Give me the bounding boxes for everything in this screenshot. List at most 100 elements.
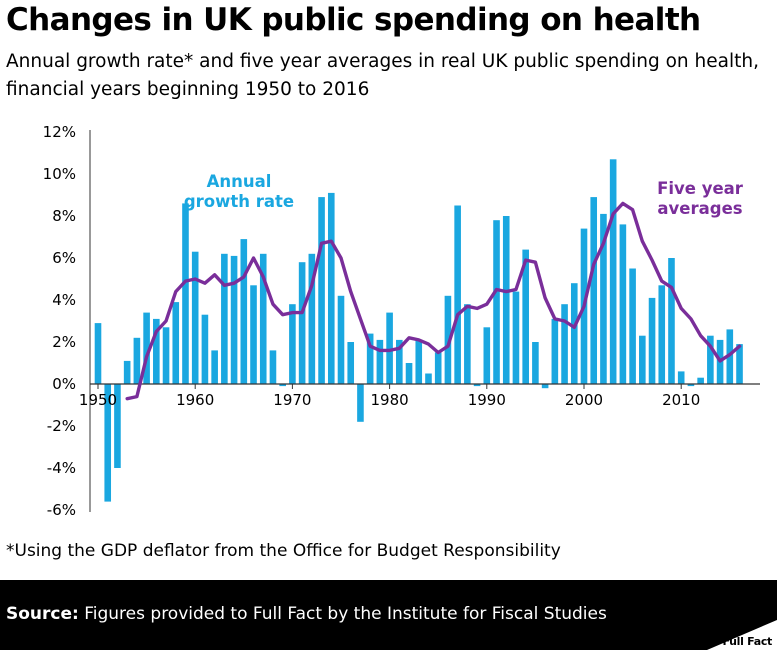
bar [327, 192, 335, 384]
bar [532, 342, 539, 384]
bar [629, 268, 636, 384]
bar [143, 312, 150, 384]
series-label-line: Annual [207, 172, 272, 191]
bar [483, 327, 491, 384]
bar [609, 159, 617, 384]
bar [123, 360, 131, 384]
bar [668, 258, 675, 384]
series-label-annual: Annual growth rate [184, 172, 294, 211]
bar [240, 239, 248, 384]
bar [366, 333, 374, 384]
bar [522, 249, 529, 384]
y-tick-label: 0% [52, 375, 76, 393]
bar [347, 342, 355, 384]
x-tick-label: 2010 [662, 391, 700, 409]
y-tick-label: 12% [43, 123, 76, 141]
bar [493, 220, 500, 384]
bar [386, 312, 393, 384]
bar [230, 255, 238, 384]
y-tick-label: 4% [52, 291, 76, 309]
full-fact-logo: Full Fact [707, 620, 777, 650]
x-tick-label: 1990 [468, 391, 506, 409]
y-tick-label: 6% [52, 249, 76, 267]
series-label-line: growth rate [184, 192, 294, 211]
bar [153, 318, 160, 384]
x-tick-label: 1970 [273, 391, 311, 409]
bar [172, 302, 180, 384]
bar [677, 371, 685, 384]
bar [259, 253, 267, 384]
bar [726, 329, 734, 384]
chart-subtitle: Annual growth rate* and five year averag… [6, 51, 759, 100]
y-tick-label: -2% [47, 417, 76, 435]
bar [289, 304, 296, 384]
x-tick-label: 1980 [371, 391, 409, 409]
bar [357, 384, 364, 422]
bar [211, 350, 218, 384]
source-label: Source: [6, 604, 79, 624]
bar [600, 213, 607, 384]
bar [619, 224, 627, 384]
bar [250, 285, 257, 384]
bar [736, 344, 743, 384]
bar [279, 384, 286, 387]
bar [201, 314, 209, 384]
logo-triangle-icon [707, 620, 777, 650]
x-tick-label: 1950 [79, 391, 117, 409]
bar [434, 352, 442, 384]
bar [396, 339, 403, 384]
bar [221, 253, 228, 384]
bar [590, 197, 598, 384]
five-year-average-line [125, 201, 742, 401]
bar [561, 304, 568, 384]
bar [639, 335, 646, 384]
bar [318, 197, 325, 384]
bar [191, 251, 199, 384]
bar [502, 216, 510, 384]
footer: Source: Figures provided to Full Fact by… [0, 580, 777, 650]
bar [298, 262, 306, 384]
source-line: Source: Figures provided to Full Fact by… [6, 604, 607, 624]
bar [182, 203, 189, 384]
x-tick-label: 1960 [176, 391, 214, 409]
bar [376, 339, 384, 384]
bar [648, 297, 656, 384]
bar [133, 337, 141, 384]
bar [162, 327, 170, 384]
series-label-line: averages [657, 199, 742, 218]
x-tick-label: 2000 [565, 391, 603, 409]
chart: -6% -4% -2% 0% 2% 4% 6% 8% 10% 12% 1950 1960 1970 198… [43, 123, 760, 519]
bar [687, 384, 695, 387]
bar [425, 373, 432, 384]
bar [697, 377, 704, 384]
bar [415, 339, 423, 384]
y-tick-label: 8% [52, 207, 76, 225]
y-tick-label: -6% [47, 501, 76, 519]
y-tick-label: 2% [52, 333, 76, 351]
series-label-line: Five year [657, 179, 744, 198]
bar [464, 304, 471, 384]
bar [541, 384, 549, 389]
bar [658, 285, 666, 384]
bar [104, 384, 112, 502]
chart-title: Changes in UK public spending on health [6, 2, 701, 38]
series-label-five-year: Five year averages [657, 179, 744, 218]
bar [269, 350, 277, 384]
bar [512, 291, 520, 384]
bar [405, 363, 413, 384]
bar [337, 295, 345, 384]
bar [454, 205, 461, 384]
bar [308, 253, 316, 384]
source-text: Figures provided to Full Fact by the Ins… [78, 604, 607, 624]
bar [551, 318, 559, 384]
bar [444, 295, 452, 384]
bar [473, 384, 481, 387]
bar [570, 283, 578, 384]
y-tick-label: 10% [43, 165, 76, 183]
bar [114, 384, 121, 468]
logo-text: Full Fact [722, 635, 772, 648]
bar [94, 323, 102, 384]
footnote: *Using the GDP deflator from the Office … [6, 541, 561, 561]
bar [707, 335, 714, 384]
y-tick-label: -4% [47, 459, 76, 477]
